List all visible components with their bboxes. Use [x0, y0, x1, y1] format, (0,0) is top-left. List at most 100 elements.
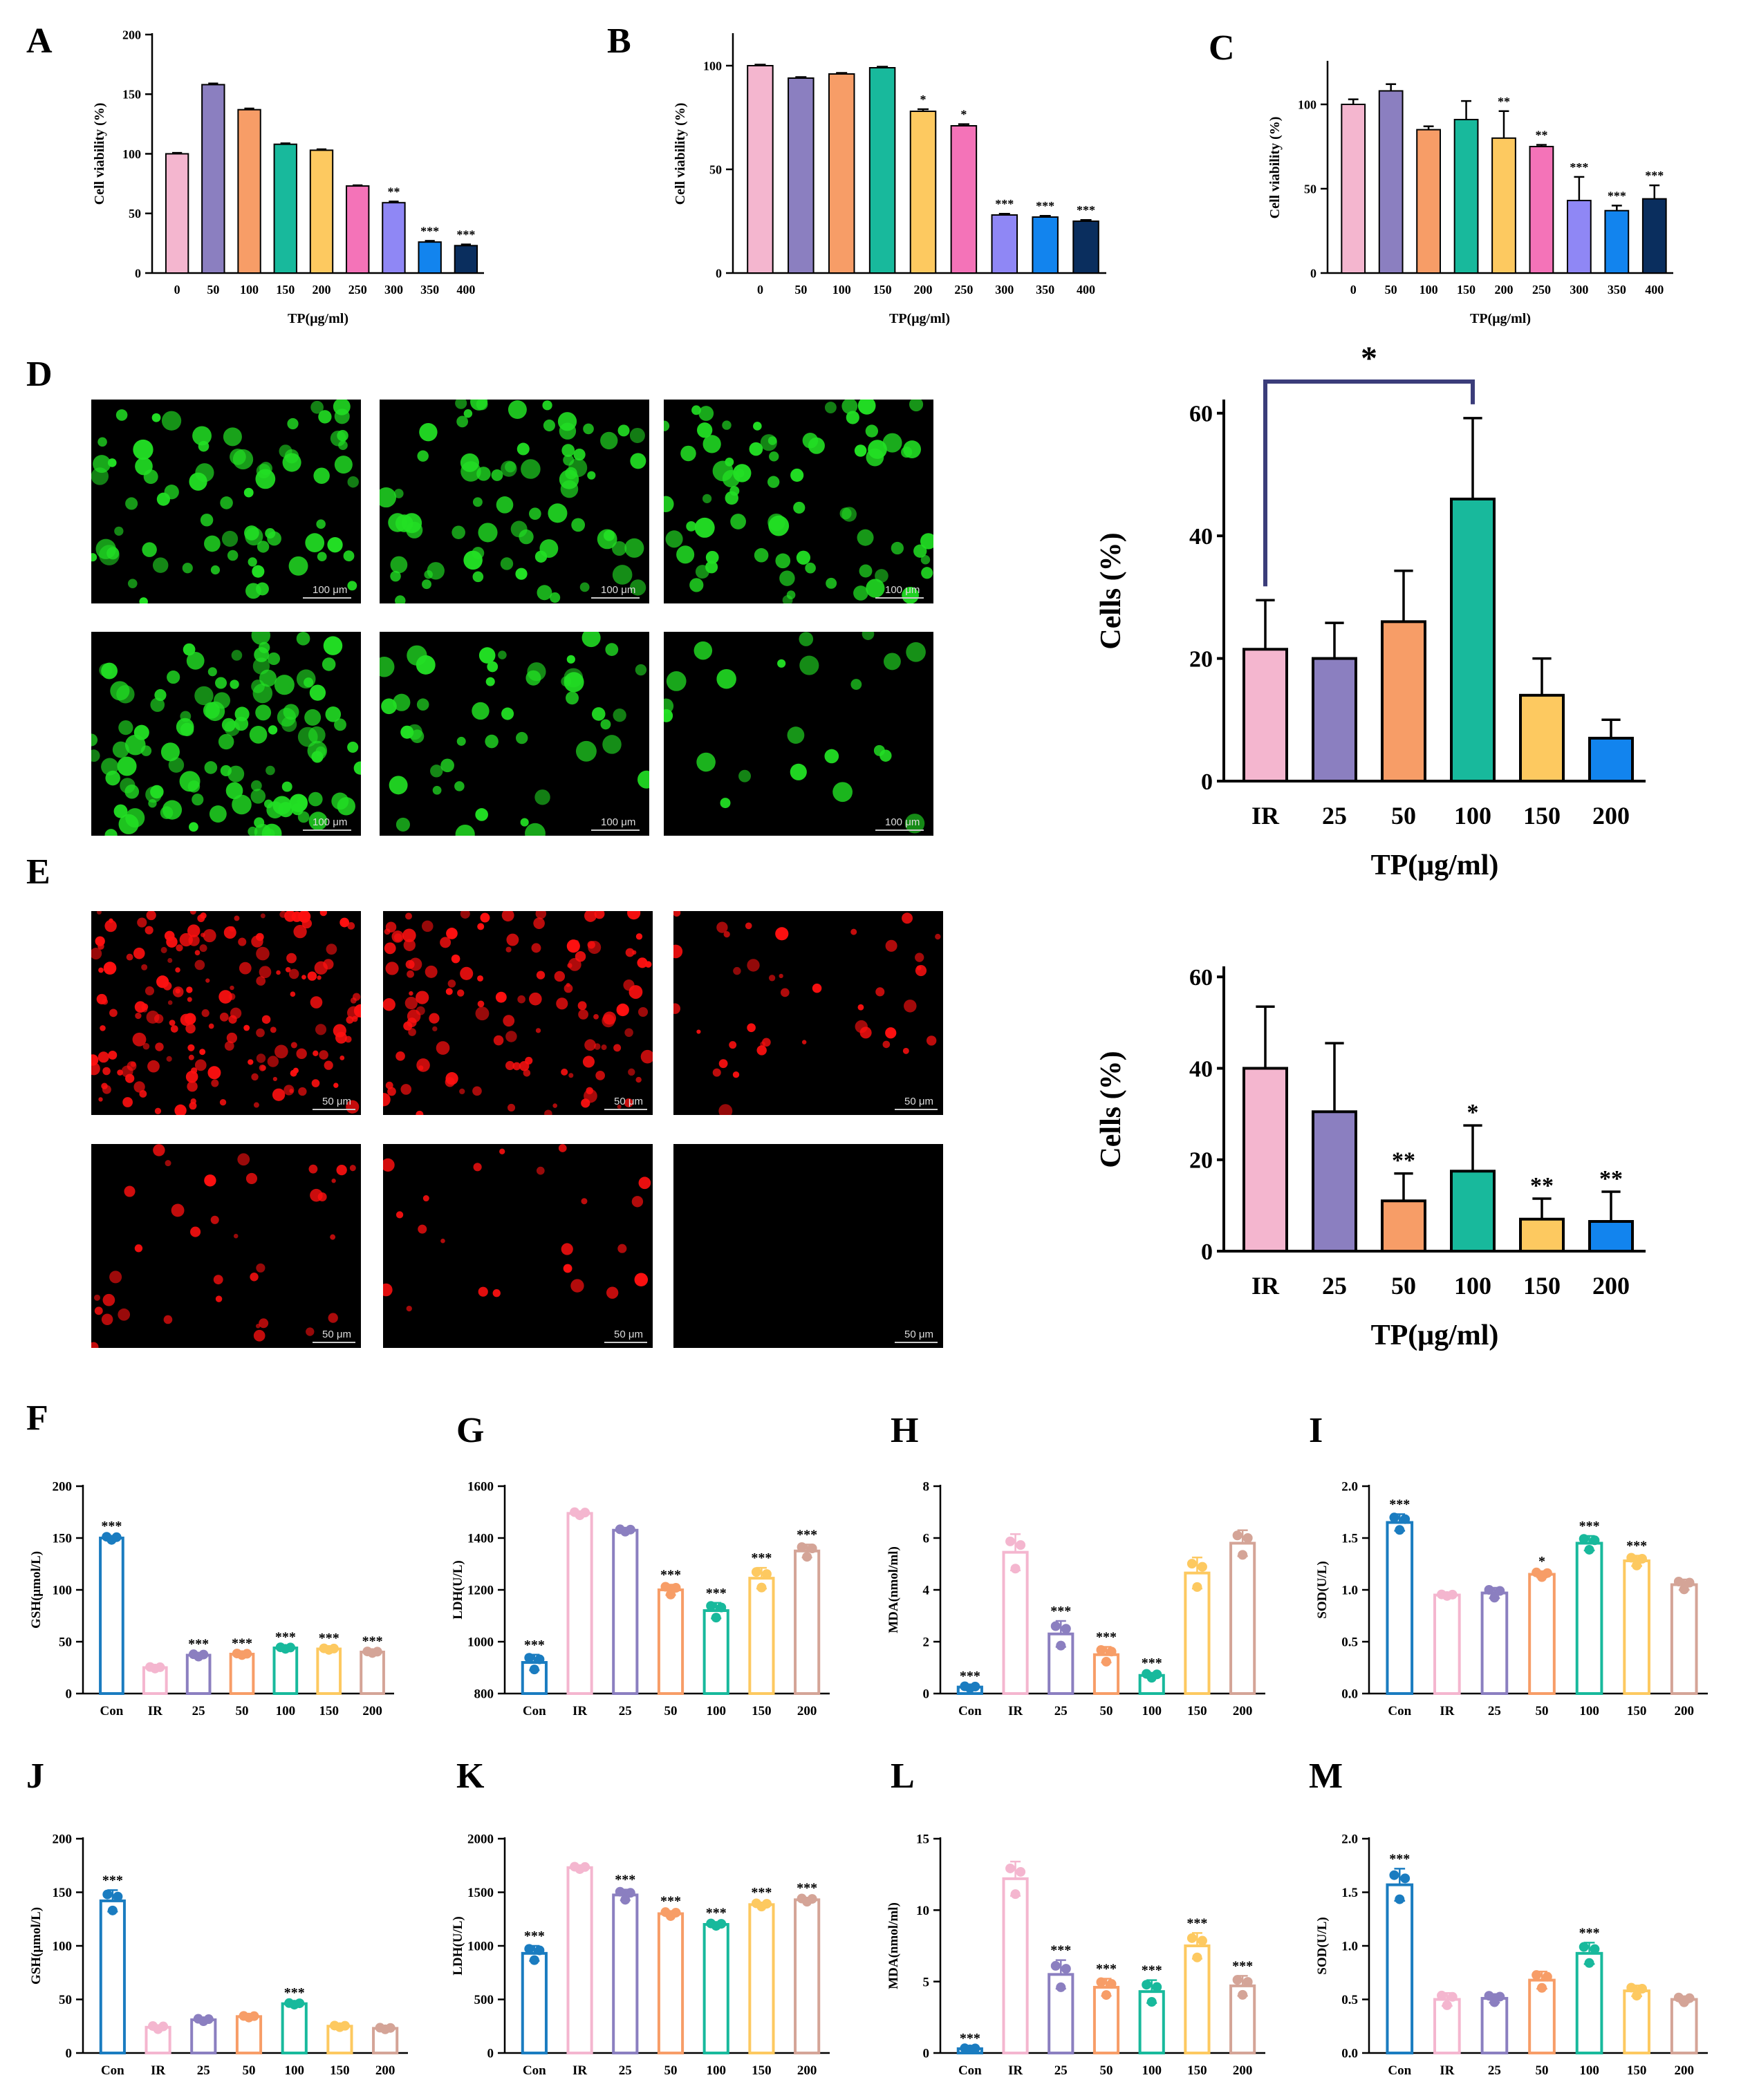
significance-label: ***	[960, 1669, 980, 1684]
cell	[712, 460, 734, 482]
cell	[920, 555, 931, 565]
data-point	[1010, 1564, 1021, 1574]
cell	[190, 1226, 201, 1237]
cell	[637, 770, 649, 789]
x-tick-label: 400	[456, 283, 475, 297]
cell	[632, 950, 637, 955]
significance-label: ***	[1579, 1925, 1600, 1940]
cell	[142, 542, 157, 557]
cell	[510, 521, 528, 538]
y-tick-label: 1.0	[1341, 1940, 1358, 1954]
micrograph-red-1	[91, 911, 361, 1115]
cell	[408, 1028, 416, 1036]
cell	[902, 586, 919, 603]
bar	[1229, 1541, 1256, 1695]
cell	[331, 792, 349, 810]
cell	[118, 814, 139, 834]
data-point	[1005, 1863, 1016, 1873]
cell	[211, 1079, 219, 1087]
micrograph-green-1	[91, 400, 361, 603]
cell	[94, 1306, 103, 1315]
cell	[436, 1041, 450, 1055]
cell	[520, 818, 529, 827]
cell	[581, 632, 601, 648]
cell	[250, 1273, 259, 1282]
cell	[101, 758, 119, 776]
cell	[665, 530, 683, 548]
cell	[564, 984, 573, 993]
cell	[256, 976, 266, 986]
cell	[109, 1271, 122, 1284]
cell	[203, 702, 220, 719]
cell	[543, 419, 555, 432]
cell	[381, 698, 397, 715]
significance-label: ***	[706, 1906, 727, 1921]
data-point	[1050, 1960, 1061, 1971]
cell	[133, 947, 145, 959]
y-tick-label: 0.0	[1341, 2047, 1358, 2061]
cell	[296, 1048, 307, 1060]
cell	[570, 1279, 584, 1293]
cell	[418, 1065, 424, 1071]
panel-letter-K: K	[456, 1756, 485, 1796]
significance-label: ***	[797, 1527, 817, 1542]
cell	[904, 1000, 917, 1013]
significance-label: *	[1467, 1100, 1479, 1125]
bar	[566, 1866, 593, 2054]
cell	[237, 1153, 250, 1166]
cell	[775, 553, 791, 569]
cell	[204, 1174, 216, 1187]
cell	[753, 422, 762, 431]
significance-label: *	[1538, 1554, 1545, 1569]
bar	[1032, 216, 1059, 274]
cell	[926, 1035, 937, 1046]
cell	[492, 1289, 501, 1297]
cell	[252, 657, 270, 675]
data-point	[970, 1681, 980, 1691]
cell	[475, 808, 488, 821]
cell	[775, 927, 789, 941]
cell	[285, 966, 291, 973]
micrograph-green-4	[91, 632, 361, 836]
cell	[109, 918, 113, 924]
cell	[290, 1042, 297, 1049]
cell	[768, 515, 790, 536]
cell	[102, 1067, 111, 1076]
cell	[485, 677, 495, 686]
x-axis-label: TP(μg/ml)	[288, 311, 348, 326]
cell	[95, 538, 116, 559]
cell	[575, 950, 586, 962]
x-tick-label: 25	[619, 2063, 632, 2078]
cell	[91, 1342, 99, 1348]
data-point	[155, 1662, 165, 1672]
y-tick-label: 150	[53, 1886, 73, 1900]
data-point	[1186, 1559, 1197, 1569]
cell	[291, 803, 304, 816]
cell	[612, 541, 627, 556]
cell	[635, 933, 643, 940]
x-tick-label: 50	[1100, 1704, 1113, 1718]
cell	[422, 579, 431, 590]
y-tick-label: 1000	[467, 1940, 494, 1954]
panel-letter-H: H	[891, 1411, 919, 1450]
scale-bar-label: 50 μm	[313, 1329, 355, 1343]
cell	[335, 1031, 347, 1044]
cell	[712, 1068, 721, 1077]
data-point	[1050, 1621, 1061, 1631]
data-point	[1584, 1544, 1594, 1555]
cell	[417, 450, 429, 462]
cell	[120, 778, 136, 794]
cell	[272, 1088, 286, 1101]
y-tick-label: 100	[1298, 97, 1316, 111]
x-tick-label: 400	[1645, 283, 1664, 297]
significance-label: ***	[420, 224, 439, 238]
significance-label: **	[1599, 1166, 1623, 1192]
cell	[204, 761, 218, 774]
panel-letter-B: B	[607, 21, 631, 61]
y-tick-label: 1600	[467, 1480, 494, 1494]
x-tick-label: 25	[1488, 1704, 1501, 1718]
cell	[664, 709, 673, 722]
cell	[203, 929, 216, 943]
cell	[189, 911, 196, 915]
cell	[779, 570, 795, 586]
